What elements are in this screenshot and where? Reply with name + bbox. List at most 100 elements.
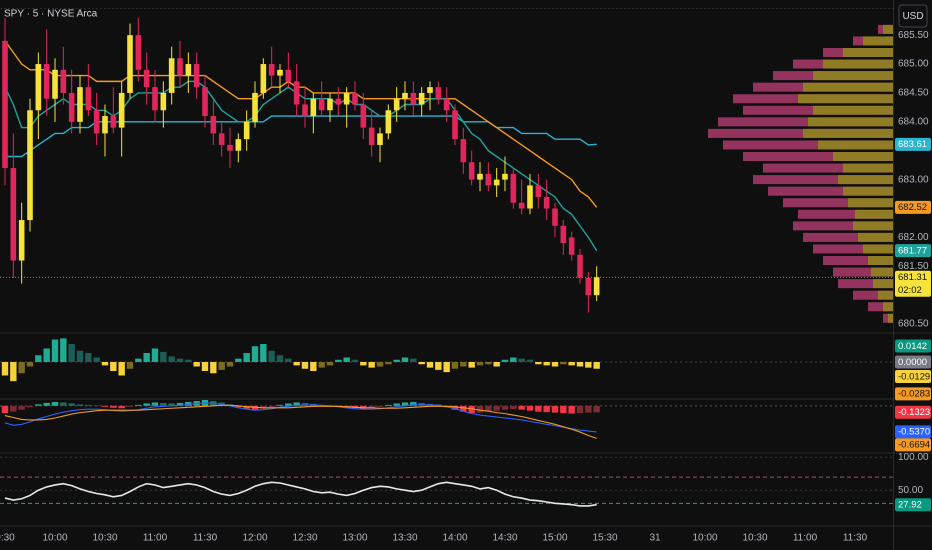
rsi-pane: [0, 456, 893, 507]
profile-up-bar: [833, 151, 893, 161]
candle-body: [193, 64, 200, 88]
price-tag-label: -0.0283: [898, 389, 930, 400]
candle-body: [485, 173, 492, 186]
histogram-bar: [235, 358, 242, 362]
indicator-line: [4, 80, 598, 252]
profile-up-bar: [813, 105, 893, 115]
profile-up-bar: [863, 36, 893, 46]
candle-body: [302, 104, 308, 117]
histogram-bar: [293, 402, 300, 406]
histogram-bar: [218, 362, 225, 370]
candle-body: [593, 277, 600, 296]
price-tag-label: 0.0142: [898, 341, 927, 352]
histogram-bar: [335, 359, 342, 362]
profile-bar: [798, 209, 893, 219]
candle-body: [385, 110, 392, 134]
macd-pane: [0, 400, 893, 439]
profile-up-bar: [888, 313, 893, 323]
x-tick-label: 31: [649, 533, 661, 544]
histogram-bar: [301, 362, 309, 369]
candle-body: [568, 237, 575, 255]
histogram-bar: [451, 362, 459, 369]
candle-body: [452, 110, 458, 140]
histogram-bar: [18, 405, 25, 410]
currency-label[interactable]: USD: [902, 11, 923, 22]
currency-button[interactable]: [898, 4, 928, 28]
profile-up-bar: [798, 94, 893, 104]
profile-up-bar: [883, 24, 893, 34]
profile-bar: [768, 186, 893, 196]
candle-body: [360, 104, 367, 128]
candle-body: [577, 254, 583, 278]
profile-up-bar: [843, 186, 893, 196]
profile-bar: [793, 221, 893, 231]
histogram-bar: [176, 358, 184, 362]
histogram-bar: [60, 402, 67, 406]
histogram-bar: [393, 403, 400, 406]
candle-body: [352, 92, 358, 105]
candle-body: [368, 127, 375, 145]
histogram-bar: [168, 403, 175, 406]
profile-bar: [823, 256, 893, 266]
candle-body: [77, 87, 83, 122]
profile-bar: [868, 302, 893, 312]
x-tick-label: 10:30: [742, 533, 767, 544]
profile-up-bar: [873, 279, 893, 289]
histogram-bar: [251, 346, 259, 362]
histogram-bar: [551, 405, 559, 413]
histogram-bar: [18, 362, 25, 374]
price-tag-label: 681.77: [898, 245, 927, 256]
price-tag-label: -0.5370: [898, 427, 930, 438]
candle-body: [560, 225, 567, 244]
candle-body: [118, 92, 125, 128]
histogram-bar: [210, 362, 217, 374]
indicator-line: [4, 481, 597, 507]
profile-up-bar: [843, 47, 893, 57]
histogram-bar: [560, 362, 567, 365]
histogram-bar: [268, 405, 275, 408]
histogram-bar: [468, 405, 475, 414]
y-tick-label: 683.00: [898, 174, 929, 185]
histogram-bar: [1, 405, 9, 414]
x-tick-label: 15:30: [592, 533, 617, 544]
profile-bar: [833, 267, 893, 277]
histogram-bar: [68, 344, 75, 362]
price-tag-label: 681.31: [898, 272, 927, 283]
profile-up-bar: [871, 267, 893, 277]
profile-up-bar: [838, 175, 893, 185]
price-tag-label: 683.61: [898, 139, 927, 150]
x-tick-label: 12:00: [242, 533, 267, 544]
candle-body: [585, 277, 592, 296]
candle-body: [10, 168, 17, 261]
histogram-bar: [143, 353, 150, 362]
histogram-bar: [343, 357, 350, 362]
profile-bar: [763, 163, 893, 173]
histogram-bar: [476, 405, 484, 413]
histogram-bar: [76, 404, 84, 406]
histogram-bar: [226, 362, 234, 367]
x-tick-label: 13:30: [392, 533, 417, 544]
candle-body: [535, 185, 542, 197]
profile-up-bar: [818, 140, 893, 150]
histogram-bar: [276, 355, 284, 362]
price-tag: [895, 387, 931, 401]
histogram-bar: [93, 405, 100, 406]
histogram-bar: [535, 362, 542, 365]
profile-bar: [813, 244, 893, 254]
profile-bar: [853, 290, 893, 300]
x-tick-label: 11:30: [843, 533, 868, 544]
candle-body: [85, 87, 92, 111]
y-tick-label: 681.50: [898, 261, 929, 272]
candle-body: [35, 64, 42, 111]
candle-body: [343, 92, 350, 105]
histogram-bar: [410, 401, 417, 406]
price-tag: [895, 270, 931, 297]
candle-body: [310, 98, 317, 117]
candle-body: [552, 208, 558, 226]
profile-bar: [708, 128, 893, 138]
histogram-bar: [493, 405, 500, 411]
price-tag: [895, 425, 931, 439]
histogram-bar: [60, 338, 67, 362]
histogram-bar: [260, 344, 267, 362]
